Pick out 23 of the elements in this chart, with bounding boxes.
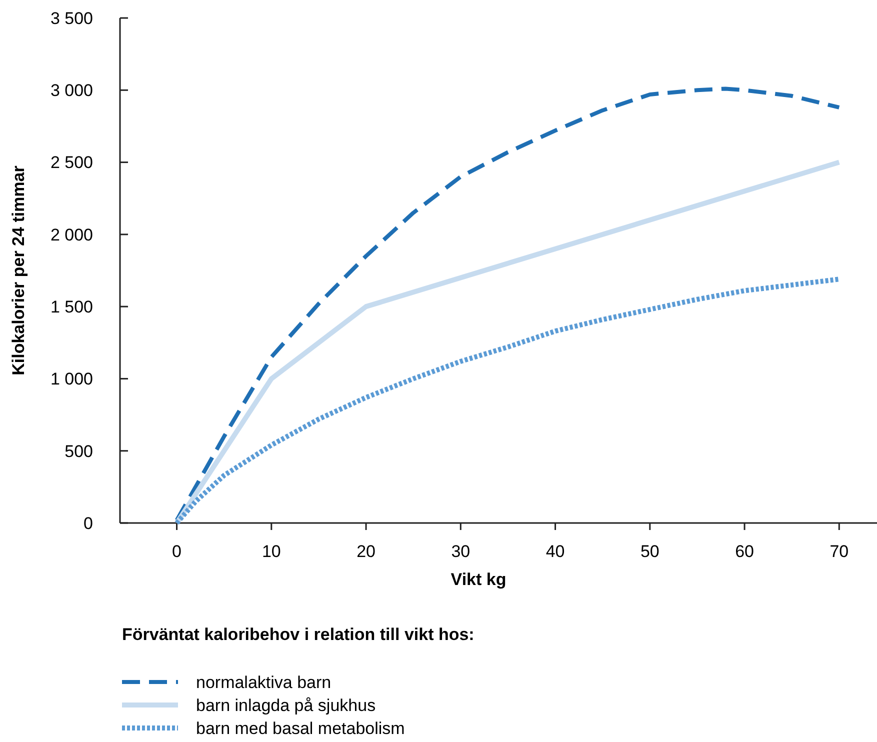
x-tick-label: 40 [546, 542, 565, 561]
y-tick-label: 1 000 [50, 370, 93, 389]
y-tick-label: 3 000 [50, 81, 93, 100]
x-tick-label: 60 [735, 542, 754, 561]
y-tick-label: 2 500 [50, 153, 93, 172]
line-series [174, 86, 842, 522]
y-tick-label: 1 500 [50, 298, 93, 317]
x-axis-title: Vikt kg [450, 570, 506, 589]
x-tick-label: 0 [172, 542, 182, 561]
legend-title: Förväntat kaloribehov i relation till vikt hos: [122, 625, 474, 644]
legend-label: barn med basal metabolism [196, 718, 405, 738]
x-tick-label: 10 [262, 542, 281, 561]
x-tick-label: 20 [356, 542, 376, 561]
legend-label: barn inlagda på sjukhus [196, 696, 376, 715]
y-tick-label: 2 000 [50, 225, 93, 244]
x-tick-label: 50 [640, 542, 660, 561]
x-tick-label: 70 [830, 542, 849, 561]
y-tick-label: 0 [84, 514, 93, 533]
y-tick-label: 500 [64, 442, 93, 461]
y-tick-label: 3 500 [50, 8, 93, 28]
y-axis-title: Kilokalorier per 24 timmar [9, 165, 28, 376]
x-tick-label: 30 [451, 542, 470, 561]
legend-label: normalaktiva barn [196, 672, 332, 692]
